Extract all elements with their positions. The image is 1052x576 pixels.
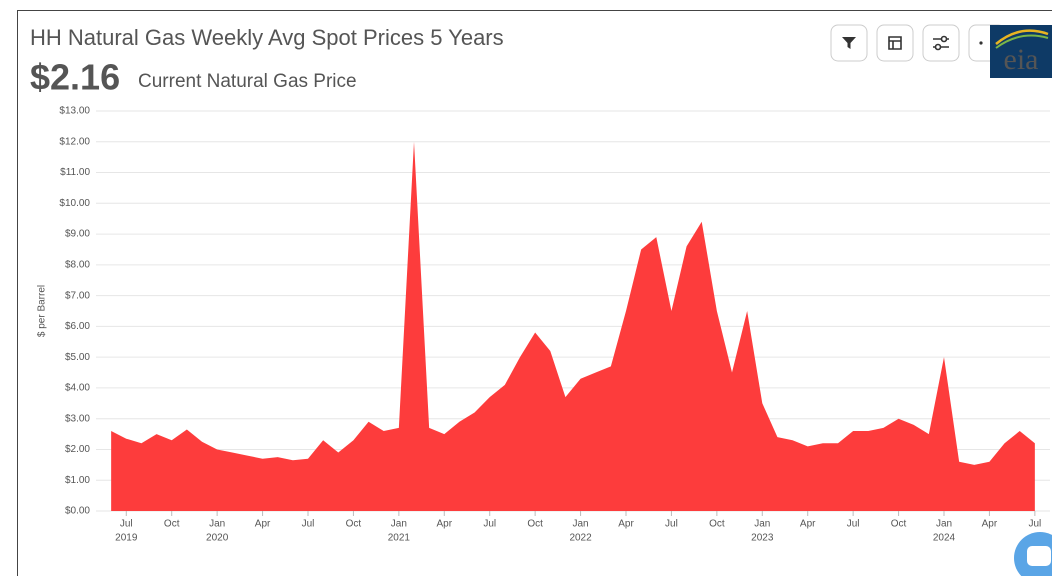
y-tick-label: $11.00 xyxy=(60,167,90,178)
y-axis-label: $ per Barrel xyxy=(37,285,48,337)
y-tick-label: $12.00 xyxy=(59,136,90,147)
logo-swoosh xyxy=(995,29,1049,45)
x-tick-label: Jan xyxy=(936,519,952,530)
y-tick-label: $7.00 xyxy=(65,290,90,301)
y-tick-label: $0.00 xyxy=(65,506,90,517)
x-tick-label: Jul xyxy=(847,519,860,530)
x-year-label: 2019 xyxy=(115,533,138,544)
x-tick-label: Jul xyxy=(483,519,496,530)
y-tick-label: $13.00 xyxy=(59,106,90,117)
x-tick-label: Jan xyxy=(209,519,225,530)
logo-text: eia xyxy=(1004,43,1039,76)
y-tick-label: $5.00 xyxy=(65,352,90,363)
x-tick-label: Oct xyxy=(709,519,725,530)
x-tick-label: Oct xyxy=(891,519,907,530)
x-tick-label: Apr xyxy=(255,519,271,530)
settings-icon xyxy=(940,35,948,43)
x-tick-label: Oct xyxy=(527,519,543,530)
y-tick-label: $8.00 xyxy=(65,259,90,270)
x-tick-label: Jan xyxy=(754,519,770,530)
chat-icon xyxy=(1027,546,1051,566)
x-tick-label: Apr xyxy=(618,519,634,530)
chart-title: HH Natural Gas Weekly Avg Spot Prices 5 … xyxy=(30,25,504,50)
subtitle: Current Natural Gas Price xyxy=(138,71,357,92)
x-year-label: 2020 xyxy=(206,533,229,544)
x-tick-label: Oct xyxy=(346,519,362,530)
x-tick-label: Jul xyxy=(665,519,678,530)
x-year-label: 2021 xyxy=(388,533,411,544)
x-tick-label: Oct xyxy=(164,519,180,530)
x-tick-label: Jul xyxy=(120,519,133,530)
more-icon xyxy=(979,41,983,45)
y-tick-label: $4.00 xyxy=(65,383,90,394)
y-tick-label: $10.00 xyxy=(59,198,90,209)
x-year-label: 2024 xyxy=(933,533,956,544)
y-tick-label: $1.00 xyxy=(65,475,90,486)
x-tick-label: Jul xyxy=(1028,519,1041,530)
y-tick-label: $9.00 xyxy=(65,229,90,240)
headline-price: $2.16 xyxy=(30,57,120,98)
x-year-label: 2023 xyxy=(751,533,774,544)
x-tick-label: Apr xyxy=(800,519,816,530)
x-tick-label: Jan xyxy=(391,519,407,530)
x-year-label: 2022 xyxy=(569,533,592,544)
settings-icon xyxy=(934,43,942,51)
y-tick-label: $6.00 xyxy=(65,321,90,332)
plot-area: $0.00 $1.00 $2.00 $3.00 $4.00 $5.00 $6.00 $7.00… xyxy=(59,106,1050,544)
x-tick-label: Apr xyxy=(982,519,998,530)
x-tick-label: Jul xyxy=(302,519,315,530)
y-tick-label: $3.00 xyxy=(65,413,90,424)
table-icon xyxy=(888,36,902,50)
x-tick-label: Apr xyxy=(437,519,453,530)
y-tick-label: $2.00 xyxy=(65,444,90,455)
table-button[interactable] xyxy=(876,24,914,62)
filter-icon xyxy=(842,37,856,49)
logo-swoosh xyxy=(995,34,1049,49)
settings-button[interactable] xyxy=(922,24,960,62)
area xyxy=(111,141,1035,511)
logo-box xyxy=(990,25,1052,78)
x-tick-label: Jan xyxy=(573,519,589,530)
